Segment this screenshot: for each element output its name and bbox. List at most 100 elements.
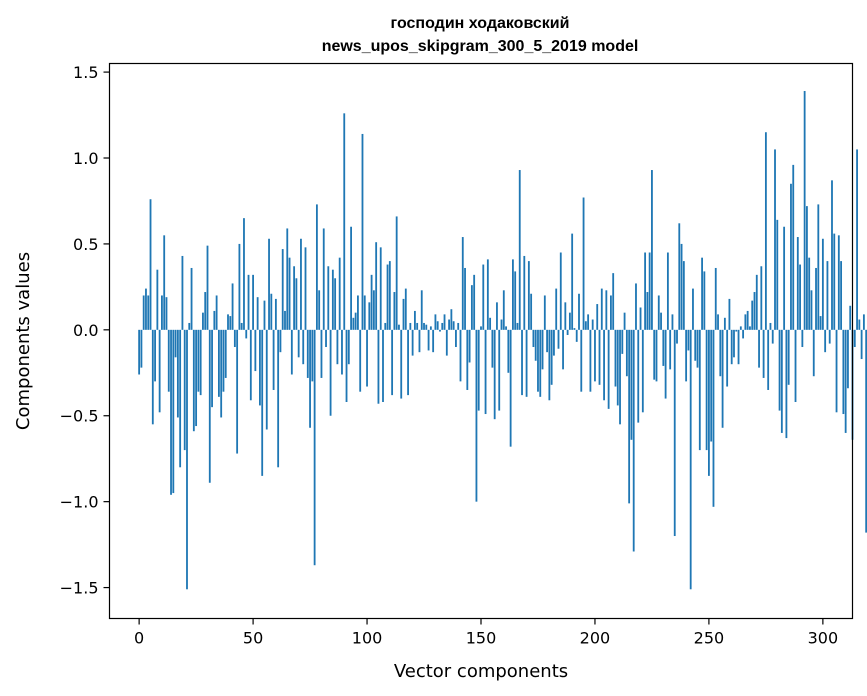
bar-302 [826,261,829,330]
bar-140 [457,322,460,330]
bar-60 [274,298,277,330]
bar-312 [849,305,852,330]
bar-227 [655,329,658,382]
bar-297 [815,267,817,330]
bar-276 [767,329,770,390]
bar-190 [571,233,574,330]
bar-90 [343,113,346,330]
bar-110 [388,261,391,330]
bar-30 [206,245,209,330]
bar-306 [835,329,838,413]
bar-46 [243,218,245,330]
bar-26 [197,329,200,392]
bar-105 [377,329,380,404]
bar-261 [733,329,735,358]
bar-281 [778,329,781,411]
bar-121 [413,310,416,330]
bar-29 [204,292,207,330]
bar-191 [573,328,576,330]
bar-4 [147,295,150,330]
bar-218 [635,283,637,330]
bar-120 [411,329,414,356]
bar-273 [760,266,763,330]
bar-20 [183,329,186,451]
bar-215 [628,329,631,504]
bar-294 [808,257,811,330]
bar-229 [660,312,662,330]
bar-130 [434,314,437,330]
y-tick-label-0: −1.5 [60,579,99,598]
bar-68 [293,266,296,330]
bar-253 [714,267,717,330]
bar-315 [856,149,858,330]
bar-279 [774,149,776,330]
bar-251 [710,329,713,442]
bar-86 [334,278,337,330]
bar-118 [407,329,409,396]
bar-1 [140,329,143,368]
bar-187 [564,302,567,330]
bar-178 [543,295,546,330]
bar-221 [641,329,644,413]
bar-214 [625,329,628,377]
bar-52 [256,297,259,330]
bar-225 [651,170,653,330]
bar-268 [749,326,751,330]
bar-38 [224,329,227,378]
bar-206 [607,329,610,409]
bar-147 [473,274,476,330]
bar-192 [575,329,578,342]
bar-156 [493,329,496,420]
bar-163 [509,329,512,447]
bar-181 [550,329,553,385]
bar-172 [530,293,533,330]
bar-98 [361,133,364,330]
bar-153 [486,259,489,330]
bar-13 [167,329,170,392]
bar-235 [673,329,676,537]
bar-89 [341,329,343,375]
bar-298 [817,204,820,330]
bar-240 [685,329,688,382]
bar-80 [320,329,323,378]
bar-179 [546,329,548,353]
bar-139 [455,329,457,348]
bar-88 [338,257,341,330]
bar-137 [450,309,453,330]
bar-45 [240,322,243,330]
bar-274 [762,329,765,378]
bar-127 [427,329,430,351]
bar-48 [247,274,250,330]
bar-267 [746,310,749,330]
bar-84 [329,329,332,416]
bar-249 [705,329,708,451]
bar-318 [862,314,865,330]
bar-25 [195,329,198,427]
bar-217 [632,329,635,552]
bar-287 [792,164,795,330]
bar-136 [448,319,450,330]
bar-55 [263,300,266,330]
bar-34 [215,295,218,330]
bar-14 [170,329,172,495]
bar-196 [584,321,587,330]
bar-83 [327,266,330,330]
bar-56 [265,329,268,430]
y-axis-label: Components values [13,252,34,430]
bar-207 [610,295,612,330]
bar-106 [379,247,382,330]
bar-43 [236,329,239,454]
bar-40 [229,316,232,330]
bar-160 [502,290,505,330]
bar-209 [614,329,617,387]
bar-184 [557,329,560,349]
bar-5 [149,199,152,330]
bar-222 [644,252,647,330]
bar-204 [603,329,605,401]
bar-71 [300,238,302,330]
bar-263 [737,329,740,365]
bar-289 [796,237,799,330]
bar-79 [318,290,321,330]
bar-72 [302,329,305,365]
bar-51 [254,329,257,372]
